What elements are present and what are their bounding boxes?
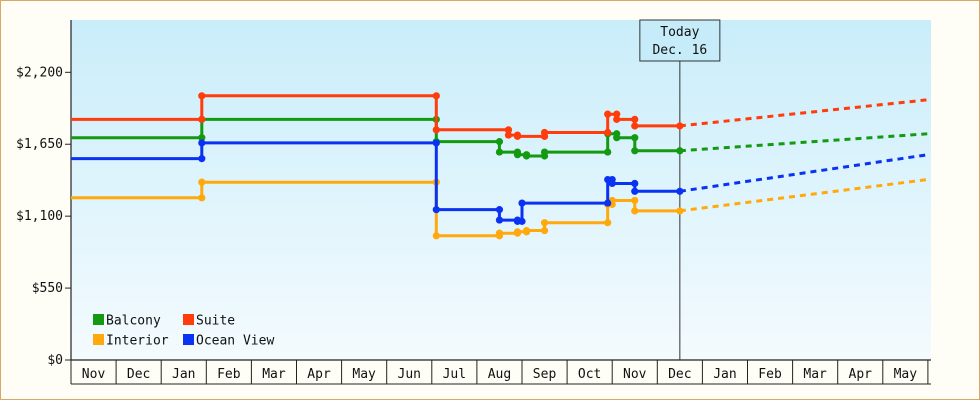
data-point-interior: [198, 194, 206, 202]
data-point-ocean-view: [432, 206, 440, 214]
data-point-ocean-view: [198, 139, 206, 147]
x-tick-label: May: [894, 367, 918, 382]
data-point-ocean-view: [604, 199, 612, 207]
data-point-ocean-view: [631, 179, 639, 188]
data-point-suite: [676, 122, 684, 130]
x-tick-label: Feb: [758, 367, 782, 382]
data-point-ocean-view: [676, 187, 684, 195]
x-tick-label: Oct: [578, 367, 601, 382]
data-point-balcony: [513, 151, 522, 159]
data-point-interior: [495, 229, 504, 237]
x-tick-label: Jan: [172, 367, 195, 382]
data-point-interior: [604, 219, 612, 227]
y-tick-label: $0: [47, 353, 63, 368]
x-tick-label: Dec: [127, 367, 150, 382]
today-label: Today: [660, 25, 699, 40]
legend-swatch-ocean-view: [183, 334, 194, 345]
x-tick-label: Feb: [217, 367, 241, 382]
today-date-label: Dec. 16: [652, 43, 707, 58]
data-point-interior: [631, 196, 639, 205]
x-tick-label: Dec: [668, 367, 691, 382]
legend: Balcony Suite Interior Ocean View: [93, 314, 274, 349]
data-point-suite: [198, 92, 206, 100]
data-point-interior: [513, 228, 522, 236]
data-point-ocean-view: [631, 187, 639, 195]
data-point-ocean-view: [432, 139, 440, 147]
x-tick-label: Aug: [488, 367, 511, 382]
data-point-balcony: [613, 134, 621, 142]
series-layer: [71, 92, 929, 240]
data-point-balcony: [198, 134, 206, 142]
data-point-interior: [540, 219, 549, 227]
data-point-interior: [540, 226, 549, 235]
legend-swatch-interior: [93, 334, 104, 345]
data-point-suite: [631, 115, 639, 123]
data-point-balcony: [540, 148, 549, 156]
data-point-ocean-view: [608, 179, 616, 188]
today-label-box: [639, 19, 721, 62]
x-tick-label: Jul: [443, 367, 466, 382]
data-point-interior: [631, 207, 639, 215]
forecast-line-suite: [679, 98, 929, 128]
data-point-balcony: [631, 134, 639, 142]
data-point-suite: [504, 126, 513, 134]
y-tick-label: $550: [32, 281, 63, 296]
data-point-suite: [540, 128, 549, 137]
data-point-balcony: [522, 152, 531, 160]
data-point-suite: [198, 115, 206, 123]
data-point-suite: [504, 131, 513, 139]
data-point-suite: [613, 115, 621, 123]
data-point-suite: [604, 128, 612, 137]
data-point-balcony: [604, 148, 612, 156]
legend-label-balcony: Balcony: [106, 314, 161, 329]
data-point-suite: [604, 110, 612, 118]
data-point-ocean-view: [518, 199, 526, 207]
forecast-line-balcony: [679, 132, 929, 153]
x-tick-label: Apr: [307, 367, 331, 382]
data-point-interior: [198, 178, 206, 186]
data-point-ocean-view: [495, 216, 504, 224]
x-tick-label: Apr: [849, 367, 873, 382]
data-point-interior: [432, 232, 440, 240]
data-point-balcony: [676, 147, 684, 155]
data-point-ocean-view: [518, 217, 526, 225]
plot-area: [71, 20, 931, 360]
legend-label-ocean-view: Ocean View: [196, 334, 274, 349]
x-tick-label: Mar: [262, 367, 286, 382]
data-point-ocean-view: [198, 155, 206, 163]
x-tick-label: May: [352, 367, 376, 382]
x-tick-label: Mar: [803, 367, 827, 382]
data-point-balcony: [631, 147, 639, 155]
x-tick-label: Nov: [82, 367, 106, 382]
data-point-interior: [522, 226, 531, 235]
today-marker: Today Dec. 16: [639, 19, 721, 360]
forecast-line-interior: [679, 178, 929, 213]
data-point-suite: [432, 126, 440, 134]
data-point-interior: [676, 207, 684, 215]
y-tick-label: $1,100: [16, 209, 63, 224]
legend-swatch-suite: [183, 314, 194, 325]
x-tick-label: Nov: [623, 367, 647, 382]
x-axis: Nov Dec Jan Feb Mar Apr May Jun Jul Aug Sep Oct Nov D…: [70, 359, 931, 385]
data-point-ocean-view: [495, 206, 504, 214]
x-tick-label: Sep: [533, 367, 557, 382]
data-point-suite: [513, 132, 522, 140]
legend-label-suite: Suite: [196, 314, 235, 329]
data-point-suite: [432, 92, 440, 100]
legend-label-interior: Interior: [106, 334, 169, 349]
y-tick-label: $1,650: [16, 137, 63, 152]
y-axis: $0 $550 $1,100 $1,650 $2,200: [16, 20, 72, 368]
data-point-suite: [613, 110, 621, 118]
x-tick-label: Jun: [398, 367, 421, 382]
y-tick-label: $2,200: [16, 65, 63, 80]
data-point-balcony: [495, 138, 504, 146]
forecast-line-ocean-view: [679, 153, 929, 193]
x-tick-label: Jan: [713, 367, 736, 382]
legend-swatch-balcony: [93, 314, 104, 325]
data-point-balcony: [495, 148, 504, 156]
data-point-suite: [631, 122, 639, 130]
